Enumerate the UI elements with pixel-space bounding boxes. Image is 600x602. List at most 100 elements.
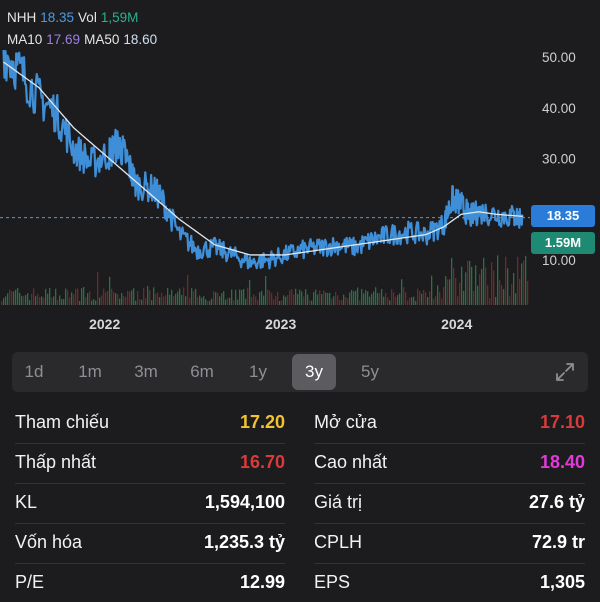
timeframe-3m[interactable]: 3m xyxy=(134,362,158,381)
volume-bar xyxy=(89,291,91,305)
volume-bar xyxy=(333,296,335,305)
volume-bar xyxy=(507,268,509,305)
volume-bar xyxy=(59,295,61,305)
series-line-ma50 xyxy=(3,61,523,256)
symbol-label: NHH xyxy=(7,10,37,25)
volume-bar xyxy=(45,288,47,305)
volume-bar xyxy=(409,297,411,305)
volume-bar xyxy=(249,279,251,305)
volume-bar xyxy=(421,293,423,305)
volume-bar xyxy=(455,278,457,305)
volume-bar xyxy=(103,288,105,305)
volume-bar xyxy=(475,265,477,305)
stat-value-value: 27.6 tỷ xyxy=(528,492,585,512)
volume-bar xyxy=(49,287,51,305)
volume-bar xyxy=(489,298,491,305)
volume-bar xyxy=(427,296,429,305)
volume-bar xyxy=(199,295,201,305)
volume-bar xyxy=(83,287,85,305)
volume-bar xyxy=(365,290,367,305)
current-volume-badge: 1.59M xyxy=(531,232,595,254)
volume-bar xyxy=(397,294,399,305)
volume-bar xyxy=(1,300,3,305)
x-tick-label: 2023 xyxy=(265,316,296,332)
volume-bar xyxy=(411,297,413,305)
volume-bar xyxy=(297,294,299,305)
timeframe-1y[interactable]: 1y xyxy=(249,362,267,381)
volume-bar xyxy=(9,289,11,305)
volume-bar xyxy=(387,297,389,305)
volume-bar xyxy=(277,292,279,305)
volume-bar xyxy=(125,296,127,305)
volume-bar xyxy=(127,290,129,305)
volume-bar xyxy=(375,287,377,305)
volume-bar xyxy=(7,293,9,305)
timeframe-1d[interactable]: 1d xyxy=(24,362,44,381)
volume-bar xyxy=(389,300,391,305)
volume-bar xyxy=(321,294,323,305)
timeframe-6m[interactable]: 6m xyxy=(190,362,214,381)
stat-label-pe: P/E xyxy=(15,572,45,592)
stat-value-eps: 1,305 xyxy=(539,572,585,592)
timeframe-1m[interactable]: 1m xyxy=(78,362,102,381)
volume-bar xyxy=(435,296,437,305)
stat-label-volume: KL xyxy=(15,492,38,512)
divider xyxy=(314,483,585,484)
volume-bar xyxy=(123,295,125,305)
timeframe-5y[interactable]: 5y xyxy=(361,362,379,381)
ma10-label: MA10 xyxy=(7,32,43,47)
stat-value-market-cap: 1,235.3 tỷ xyxy=(203,532,285,552)
volume-bar xyxy=(327,293,329,305)
volume-bar xyxy=(289,290,291,305)
divider xyxy=(314,563,585,564)
volume-bar xyxy=(183,287,185,305)
volume-bar xyxy=(265,275,267,305)
volume-bar xyxy=(281,300,283,305)
volume-bar xyxy=(161,292,163,305)
volume-bar xyxy=(291,288,293,305)
timeframe-3y[interactable]: 3y xyxy=(292,354,336,390)
volume-bar xyxy=(485,267,487,305)
vol-value: 1,59M xyxy=(100,10,139,25)
volume-bar xyxy=(493,270,495,305)
series-line-price xyxy=(2,50,524,270)
volume-bar xyxy=(407,300,409,305)
volume-bar xyxy=(445,276,447,305)
volume-bar xyxy=(425,292,427,305)
stat-label-shares: CPLH xyxy=(314,532,363,552)
volume-bar xyxy=(453,268,455,305)
volume-bar xyxy=(211,298,213,305)
volume-bar xyxy=(43,297,45,305)
volume-bar xyxy=(153,287,155,305)
stat-value-open: 17.10 xyxy=(539,412,585,432)
volume-bar xyxy=(215,292,217,305)
volume-bar xyxy=(469,260,471,305)
volume-bar xyxy=(171,289,173,305)
volume-bar xyxy=(495,296,497,305)
y-tick-label: 40.00 xyxy=(542,101,576,116)
expand-icon[interactable] xyxy=(554,361,576,383)
volume-bar xyxy=(519,278,521,305)
volume-bar xyxy=(405,292,407,305)
volume-bar xyxy=(241,289,243,305)
chart-header-line1: NHH 18.35 Vol 1,59M xyxy=(7,10,142,25)
volume-bar xyxy=(167,288,169,305)
volume-bar xyxy=(235,289,237,305)
volume-bar xyxy=(521,263,523,305)
volume-bar xyxy=(345,297,347,305)
volume-bar xyxy=(17,288,19,305)
volume-bar xyxy=(483,257,485,305)
volume-bar xyxy=(39,297,41,305)
volume-bar xyxy=(499,280,501,305)
volume-bar xyxy=(85,297,87,305)
volume-bar xyxy=(101,295,103,305)
volume-bar xyxy=(81,288,83,305)
volume-bar xyxy=(465,272,467,305)
volume-bar xyxy=(503,289,505,305)
volume-bar xyxy=(221,293,223,305)
volume-bar xyxy=(3,298,5,305)
volume-bar xyxy=(339,300,341,305)
volume-bar xyxy=(351,290,353,305)
